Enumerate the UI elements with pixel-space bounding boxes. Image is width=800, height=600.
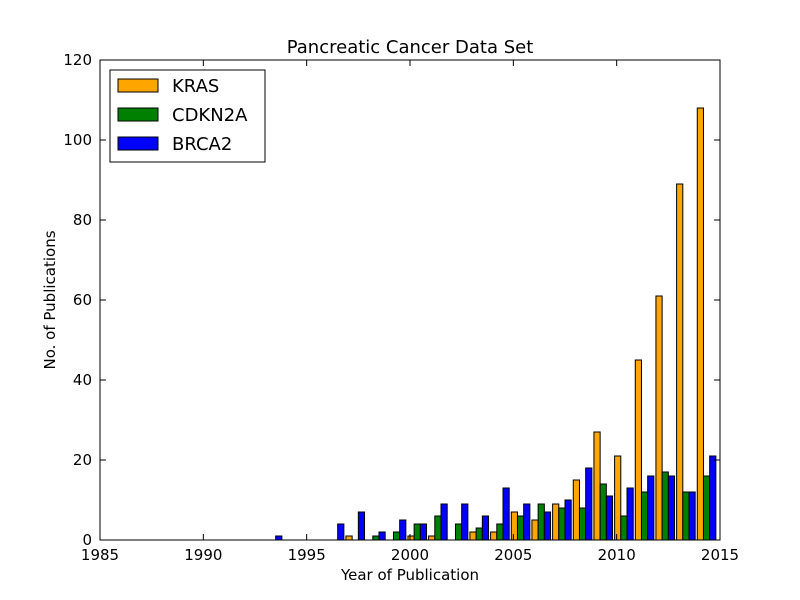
y-axis: 0 20 40 60 80 100 120 [63, 51, 720, 549]
bar-kras-2003 [469, 531, 477, 541]
bar-kras-2004 [490, 531, 498, 541]
bar-brca2-2013 [688, 491, 696, 541]
bar-kras-2006 [531, 519, 539, 541]
y-tick-label: 60 [73, 291, 92, 309]
bar-brca2-2011 [647, 475, 655, 541]
bar-cdkn2a-2012 [661, 471, 669, 541]
bar-brca2-2002 [461, 503, 469, 541]
bar-brca2-2014 [709, 455, 717, 541]
bar-brca2-2001 [440, 503, 448, 541]
bar-brca2-2004 [502, 487, 510, 541]
bar-brca2-2010 [626, 487, 634, 541]
bar-cdkn2a-2011 [640, 491, 649, 541]
x-tick-label: 1990 [184, 546, 222, 564]
bar-cdkn2a-1999 [392, 531, 401, 541]
bar-cdkn2a-2000 [413, 523, 421, 541]
x-tick-label: 1995 [288, 546, 326, 564]
x-tick-label: 2010 [598, 546, 636, 564]
bar-brca2-2005 [523, 503, 531, 541]
bar-kras-2010 [614, 455, 622, 541]
bar-brca2-2012 [667, 475, 676, 541]
bar-brca2-2000 [419, 523, 428, 541]
y-tick-label: 80 [73, 211, 92, 229]
bar-kras-2000 [407, 535, 415, 541]
y-tick-label: 0 [82, 531, 92, 549]
bar-cdkn2a-2006 [537, 503, 545, 541]
bar-brca2-1997 [357, 511, 366, 541]
legend-swatch-cdkn2a [117, 107, 159, 122]
bar-cdkn2a-2003 [475, 527, 483, 541]
bar-kras-2011 [634, 359, 642, 541]
legend-label-brca2: BRCA2 [172, 134, 232, 155]
bar-brca2-1999 [399, 519, 407, 541]
bar-kras-2013 [676, 183, 684, 541]
bar-brca2-1996 [337, 523, 345, 541]
bar-brca2-2009 [605, 495, 614, 541]
bar-kras-2005 [510, 511, 518, 541]
bar-cdkn2a-1998 [372, 535, 380, 541]
bar-cdkn2a-2009 [599, 483, 607, 541]
legend: KRAS CDKN2A BRCA2 [109, 69, 266, 163]
legend-label-kras: KRAS [172, 76, 219, 97]
bar-brca2-2003 [481, 515, 490, 541]
bar-cdkn2a-2007 [558, 507, 566, 541]
bar-cdkn2a-2005 [516, 515, 525, 541]
legend-swatch-kras [117, 78, 159, 93]
legend-swatch-brca2 [117, 136, 159, 151]
bar-cdkn2a-2010 [620, 515, 628, 541]
y-tick-label: 120 [63, 51, 92, 69]
bar-brca2-1998 [378, 531, 386, 541]
bar-kras-2001 [428, 535, 436, 541]
bar-brca2-2006 [543, 511, 552, 541]
bar-brca2-2007 [564, 499, 572, 541]
bar-cdkn2a-2001 [434, 515, 442, 541]
x-tick-label: 1985 [81, 546, 119, 564]
x-tick-label: 2005 [494, 546, 532, 564]
x-axis-label: Year of Publication [340, 566, 479, 584]
legend-label-cdkn2a: CDKN2A [172, 105, 248, 126]
bar-cdkn2a-2014 [702, 475, 711, 541]
bar-cdkn2a-2008 [578, 507, 587, 541]
bar-kras-2007 [552, 503, 560, 541]
y-tick-label: 100 [63, 131, 92, 149]
bar-kras-2014 [696, 107, 704, 541]
chart-title: Pancreatic Cancer Data Set [287, 37, 534, 58]
bar-kras-2008 [572, 479, 580, 541]
bar-brca2-1993 [275, 535, 283, 541]
bar-kras-2012 [655, 295, 663, 541]
x-tick-label: 2015 [701, 546, 739, 564]
y-tick-label: 20 [73, 451, 92, 469]
bar-cdkn2a-2002 [454, 523, 463, 541]
x-tick-label: 2000 [391, 546, 429, 564]
y-axis-label: No. of Publications [41, 230, 59, 369]
x-axis: 1985 1990 1995 2000 2005 2010 2015 [81, 60, 739, 564]
bar-kras-1997 [345, 535, 353, 541]
bar-kras-2009 [593, 431, 601, 541]
y-tick-label: 40 [73, 371, 92, 389]
bar-brca2-2008 [585, 467, 593, 541]
bar-cdkn2a-2013 [682, 491, 690, 541]
bar-cdkn2a-2004 [496, 523, 504, 541]
